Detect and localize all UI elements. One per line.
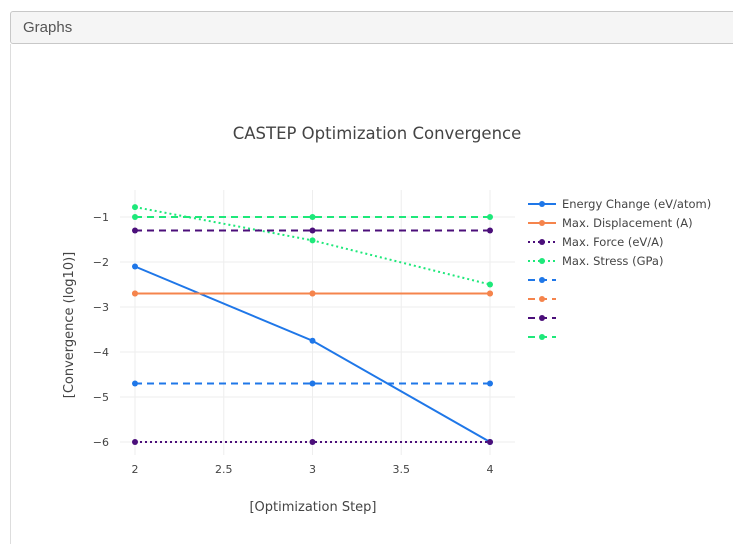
data-point[interactable] xyxy=(132,380,138,387)
legend-label: Max. Force (eV/A) xyxy=(562,235,664,249)
graphs-panel-body xyxy=(10,44,733,544)
data-point[interactable] xyxy=(132,263,138,270)
legend-marker xyxy=(539,315,545,321)
data-point[interactable] xyxy=(309,237,316,244)
data-point[interactable] xyxy=(309,380,316,387)
x-tick-label: 2.5 xyxy=(215,463,233,476)
series-lines xyxy=(132,204,493,445)
tick-labels: 2 2.5 3 3.5 4 −1 −2 −3 −4 −5 −6 xyxy=(93,211,494,476)
legend-marker xyxy=(539,334,545,340)
data-point[interactable] xyxy=(132,227,138,234)
legend-label: Max. Stress (GPa) xyxy=(562,254,663,268)
legend-marker xyxy=(539,201,545,207)
y-tick-label: −2 xyxy=(93,256,109,269)
legend-item[interactable]: Max. Displacement (A) xyxy=(528,216,693,230)
legend-item[interactable] xyxy=(528,315,556,321)
data-point[interactable] xyxy=(132,214,138,220)
series-4 xyxy=(132,204,493,288)
y-tick-label: −5 xyxy=(93,391,109,404)
y-tick-label: −3 xyxy=(93,301,109,314)
series-5 xyxy=(132,380,493,387)
y-tick-label: −6 xyxy=(93,436,109,449)
x-axis-title: [Optimization Step] xyxy=(249,500,376,515)
chart-title: CASTEP Optimization Convergence xyxy=(233,124,522,143)
legend-marker xyxy=(539,220,545,226)
legend-item[interactable] xyxy=(528,296,556,302)
convergence-chart: 2 2.5 3 3.5 4 −1 −2 −3 −4 −5 −6 CASTEP Optimizatio… xyxy=(62,124,711,515)
legend-item[interactable]: Energy Change (eV/atom) xyxy=(528,197,711,211)
data-point[interactable] xyxy=(487,281,493,288)
data-point[interactable] xyxy=(132,290,138,297)
graphs-panel-title: Graphs xyxy=(23,19,73,36)
data-point[interactable] xyxy=(309,337,316,344)
x-tick-label: 2 xyxy=(132,463,139,476)
data-point[interactable] xyxy=(309,214,316,220)
series-3 xyxy=(132,439,493,445)
x-tick-label: 3.5 xyxy=(393,463,411,476)
y-tick-label: −1 xyxy=(93,211,109,224)
data-point[interactable] xyxy=(487,214,493,220)
legend: Energy Change (eV/atom) Max. Displacement… xyxy=(528,197,711,340)
data-point[interactable] xyxy=(132,204,138,211)
x-tick-label: 3 xyxy=(309,463,316,476)
legend-label: Max. Displacement (A) xyxy=(562,216,693,230)
legend-label: Energy Change (eV/atom) xyxy=(562,197,711,211)
data-point[interactable] xyxy=(132,439,138,445)
graphs-panel-header[interactable]: Graphs xyxy=(10,11,733,44)
y-tick-label: −4 xyxy=(93,346,109,359)
series-7 xyxy=(132,227,493,234)
y-axis-title: [Convergence (log10)] xyxy=(62,252,77,399)
series-8 xyxy=(132,214,493,220)
data-point[interactable] xyxy=(487,380,493,387)
data-point[interactable] xyxy=(487,439,493,445)
data-point[interactable] xyxy=(309,290,316,297)
legend-item[interactable]: Max. Force (eV/A) xyxy=(528,235,664,249)
x-tick-label: 4 xyxy=(487,463,494,476)
legend-item[interactable]: Max. Stress (GPa) xyxy=(528,254,663,268)
data-point[interactable] xyxy=(487,227,493,234)
legend-marker xyxy=(539,277,545,283)
legend-item[interactable] xyxy=(528,277,556,283)
series-6 xyxy=(132,290,493,297)
data-point[interactable] xyxy=(309,439,316,445)
data-point[interactable] xyxy=(309,227,316,234)
legend-item[interactable] xyxy=(528,334,556,340)
data-point[interactable] xyxy=(487,290,493,297)
legend-marker xyxy=(539,258,545,264)
legend-marker xyxy=(539,239,545,245)
legend-marker xyxy=(539,296,545,302)
